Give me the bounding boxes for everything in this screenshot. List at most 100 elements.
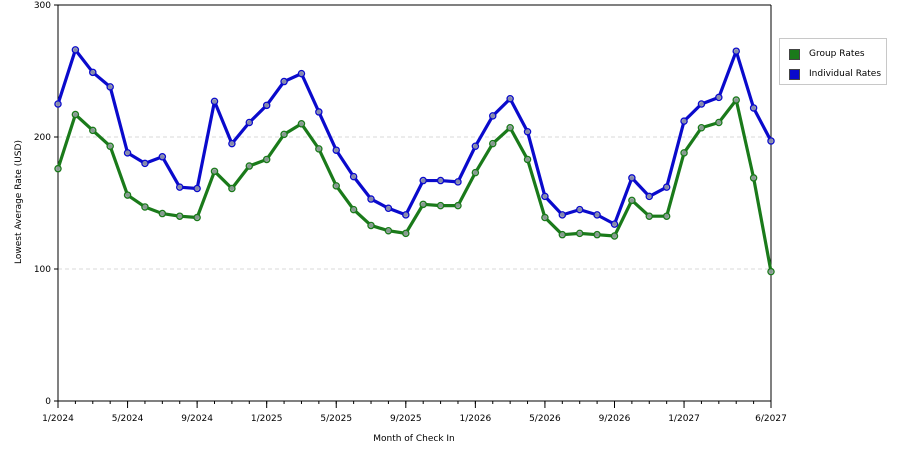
data-point-individual-rates [541, 192, 549, 201]
data-point-individual-rates [523, 127, 532, 136]
data-point-group-rates [767, 267, 775, 276]
data-point-individual-rates [297, 69, 306, 78]
data-point-group-rates [106, 142, 114, 150]
axes [54, 4, 772, 408]
data-point-individual-rates [349, 172, 358, 181]
x-tick-label: 6/2027 [755, 414, 787, 424]
data-point-group-rates [89, 126, 97, 135]
data-point-individual-rates [71, 46, 80, 54]
y-axis-title: Lowest Average Rate (USD) [14, 140, 24, 264]
data-point-individual-rates [315, 108, 323, 116]
x-tick-label: 1/2024 [42, 414, 74, 424]
x-tick-label: 5/2024 [112, 414, 144, 424]
data-point-group-rates [349, 205, 358, 214]
data-point-individual-rates [54, 100, 62, 108]
data-point-group-rates [158, 209, 167, 218]
data-point-individual-rates [193, 184, 201, 193]
data-point-group-rates [54, 164, 62, 173]
y-tick-label-300: 300 [34, 1, 51, 11]
data-point-individual-rates [489, 112, 497, 120]
data-point-individual-rates [732, 47, 740, 55]
data-point-individual-rates [593, 211, 601, 219]
data-point-individual-rates [367, 195, 375, 203]
x-tick-label: 9/2026 [599, 414, 631, 424]
data-point-individual-rates [628, 174, 636, 182]
data-point-group-rates [715, 118, 723, 127]
data-point-individual-rates [610, 220, 619, 228]
data-point-individual-rates [245, 118, 254, 127]
data-point-individual-rates [332, 146, 340, 154]
data-point-group-rates [454, 201, 462, 210]
data-point-group-rates [262, 155, 271, 164]
y-tick-label-0: 0 [45, 397, 51, 407]
data-point-group-rates [645, 212, 654, 220]
data-point-group-rates [749, 174, 758, 182]
data-point-group-rates [575, 229, 584, 238]
data-point-group-rates [697, 124, 706, 132]
x-tick-label: 1/2026 [460, 414, 492, 424]
data-point-group-rates [245, 162, 254, 170]
data-point-group-rates [419, 200, 427, 209]
legend-swatch-individual-rates [789, 68, 800, 80]
data-point-individual-rates [662, 183, 671, 191]
data-point-group-rates [523, 155, 532, 164]
tick-labels: 0 100 200 300 1/2024 5/2024 9/2024 1/2025 5/2025… [34, 1, 787, 424]
data-point-group-rates [436, 201, 445, 210]
data-point-individual-rates [175, 183, 184, 191]
x-tick-label: 9/2025 [390, 414, 422, 424]
data-point-group-rates [384, 226, 393, 235]
data-point-individual-rates [558, 211, 567, 219]
x-tick-label: 5/2025 [320, 414, 352, 424]
data-point-individual-rates [454, 178, 462, 186]
data-point-group-rates [506, 124, 514, 132]
data-point-group-rates [141, 203, 149, 211]
data-point-individual-rates [106, 83, 114, 91]
data-point-individual-rates [680, 117, 688, 125]
x-tick-label: 1/2025 [251, 414, 283, 424]
data-point-individual-rates [384, 204, 393, 213]
data-point-individual-rates [767, 137, 775, 145]
data-point-individual-rates [506, 94, 514, 103]
data-point-individual-rates [123, 149, 132, 157]
data-point-group-rates [297, 120, 306, 128]
legend-label-individual-rates: Individual Rates [809, 69, 882, 79]
data-point-group-rates [280, 130, 288, 139]
data-point-individual-rates [471, 142, 480, 150]
data-point-group-rates [558, 230, 567, 239]
data-point-group-rates [228, 184, 236, 193]
data-point-group-rates [471, 168, 480, 177]
data-point-individual-rates [280, 77, 288, 86]
data-point-individual-rates [419, 176, 427, 185]
data-point-individual-rates [210, 97, 219, 106]
y-tick-label-100: 100 [34, 265, 51, 275]
data-point-individual-rates [749, 104, 758, 112]
legend-label-group-rates: Group Rates [809, 49, 865, 59]
data-point-individual-rates [89, 68, 97, 77]
data-point-individual-rates [228, 139, 236, 148]
data-point-group-rates [680, 149, 688, 157]
data-point-individual-rates [402, 211, 410, 219]
x-axis-title: Month of Check In [373, 434, 455, 444]
x-tick-label: 1/2027 [668, 414, 700, 424]
legend: Group Rates Individual Rates [779, 38, 887, 85]
legend-item-group-rates: Group Rates [789, 47, 865, 61]
data-point-group-rates [610, 232, 619, 240]
data-point-group-rates [402, 229, 410, 238]
data-point-individual-rates [645, 192, 654, 201]
data-points [54, 46, 775, 276]
data-point-group-rates [315, 145, 323, 153]
data-point-group-rates [193, 213, 201, 222]
data-point-group-rates [541, 213, 549, 222]
data-point-group-rates [332, 182, 340, 190]
data-point-group-rates [593, 230, 601, 239]
data-point-group-rates [489, 139, 497, 148]
data-point-individual-rates [262, 101, 271, 110]
legend-item-individual-rates: Individual Rates [789, 67, 881, 81]
data-point-group-rates [175, 212, 184, 220]
data-point-group-rates [732, 96, 740, 104]
data-point-group-rates [123, 191, 132, 199]
legend-swatch-group-rates [789, 48, 800, 60]
y-tick-label-200: 200 [34, 133, 51, 143]
data-point-group-rates [210, 167, 219, 176]
